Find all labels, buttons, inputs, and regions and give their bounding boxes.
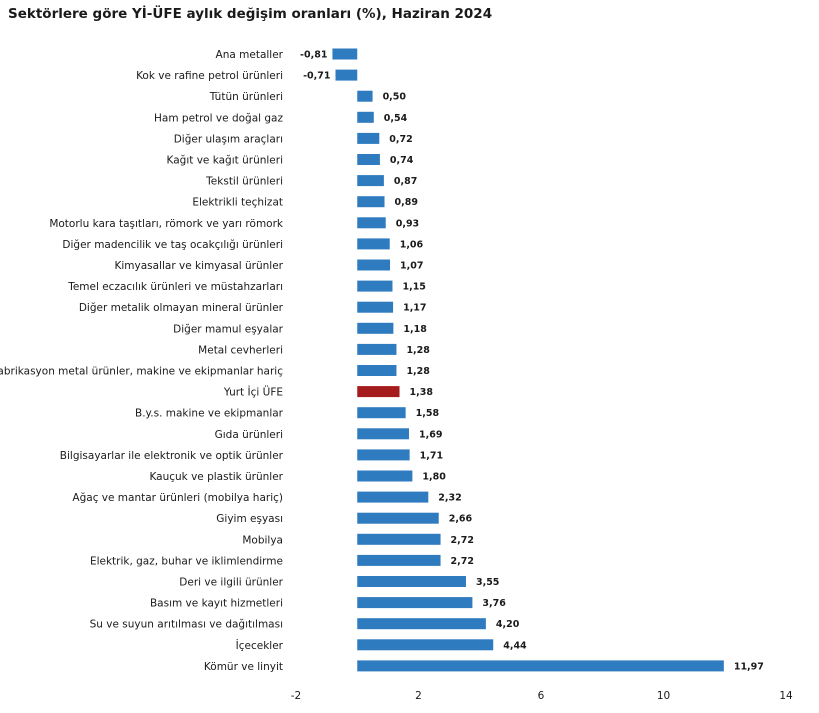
bar — [357, 512, 439, 524]
data-label: 3,76 — [482, 598, 506, 609]
category-label: Tekstil ürünleri — [205, 176, 283, 188]
bar — [357, 491, 429, 503]
data-label: 0,74 — [390, 155, 414, 166]
category-label: İçecekler — [236, 639, 284, 652]
category-label: Su ve suyun arıtılması ve dağıtılması — [90, 619, 283, 631]
category-label: Kauçuk ve plastik ürünler — [149, 471, 283, 483]
bar — [332, 48, 358, 60]
bar — [357, 154, 380, 165]
bar — [357, 470, 413, 482]
bar — [357, 90, 373, 102]
category-label: B.y.s. makine ve ekipmanlar — [135, 408, 284, 420]
data-label: 0,89 — [395, 197, 418, 208]
category-label: Diğer madencilik ve taş ocakçılığı ürünl… — [62, 239, 283, 251]
bar — [357, 365, 397, 376]
bar — [357, 554, 441, 566]
data-label: -0,71 — [303, 71, 330, 82]
data-label: 1,28 — [406, 345, 430, 356]
data-label: 1,06 — [400, 239, 424, 250]
data-label: 1,80 — [422, 472, 446, 483]
data-label: 0,54 — [384, 113, 408, 124]
category-label: Yurt İçi ÜFE — [223, 386, 283, 399]
data-label: 1,18 — [403, 324, 427, 335]
data-label: 0,93 — [396, 218, 419, 229]
bar — [357, 322, 394, 334]
bar — [335, 69, 358, 81]
category-label: Metal cevherleri — [198, 344, 283, 356]
data-label: 2,72 — [451, 556, 474, 567]
bar — [357, 618, 486, 630]
bar — [357, 175, 384, 187]
category-label: Mobilya — [242, 534, 283, 546]
bar — [357, 576, 466, 587]
data-label: 1,71 — [420, 450, 443, 461]
x-tick-label: 6 — [538, 690, 545, 702]
data-label: 1,07 — [400, 261, 423, 272]
category-label: Elektrikli teçhizat — [192, 197, 283, 209]
bar — [357, 111, 374, 123]
category-label: Kimyasallar ve kimyasal ürünler — [114, 260, 283, 272]
category-label: Fabrikasyon metal ürünler, makine ve eki… — [0, 366, 283, 378]
category-label: Bilgisayarlar ile elektronik ve optik ür… — [60, 450, 284, 462]
bar — [357, 280, 393, 292]
data-label: 11,97 — [734, 661, 764, 672]
x-tick-label: -2 — [291, 690, 301, 702]
category-label: Giyim eşyası — [216, 513, 283, 525]
bar — [357, 196, 385, 208]
x-tick-label: 2 — [415, 690, 422, 702]
data-label: 1,69 — [419, 429, 442, 440]
bar — [357, 597, 473, 609]
category-label: Gıda ürünleri — [215, 429, 283, 441]
data-label: 1,38 — [410, 387, 434, 398]
bar — [357, 238, 390, 250]
data-label: 4,44 — [503, 640, 527, 651]
bar — [357, 259, 391, 271]
bar — [357, 407, 406, 419]
data-label: 4,20 — [496, 619, 520, 630]
bar — [357, 301, 394, 313]
category-label: Diğer mamul eşyalar — [173, 323, 284, 335]
category-label: Kağıt ve kağıt ürünleri — [167, 155, 283, 167]
category-label: Temel eczacılık ürünleri ve müstahzarlar… — [67, 281, 283, 293]
category-label: Tütün ürünleri — [209, 91, 283, 103]
category-label: Ham petrol ve doğal gaz — [154, 112, 283, 124]
category-label: Kömür ve linyit — [204, 661, 283, 673]
data-label: 2,66 — [449, 514, 473, 525]
data-label: 1,58 — [416, 408, 440, 419]
category-label: Ana metaller — [216, 49, 284, 61]
category-label: Diğer metalik olmayan mineral ürünler — [79, 302, 284, 314]
category-label: Motorlu kara taşıtları, römork ve yarı r… — [49, 218, 284, 230]
chart-title: Sektörlere göre Yİ-ÜFE aylık değişim ora… — [8, 6, 493, 22]
bar — [357, 449, 410, 461]
category-label: Ağaç ve mantar ürünleri (mobilya hariç) — [72, 492, 283, 504]
data-label: 2,72 — [451, 535, 474, 546]
bar — [357, 343, 397, 355]
bar — [357, 639, 494, 651]
category-label: Basım ve kayıt hizmetleri — [150, 598, 283, 610]
bar — [357, 533, 441, 545]
category-label: Kok ve rafine petrol ürünleri — [136, 70, 283, 82]
category-label: Elektrik, gaz, buhar ve iklimlendirme — [90, 555, 283, 567]
bar — [357, 428, 410, 440]
data-label: 3,55 — [476, 577, 499, 588]
data-label: 0,87 — [394, 176, 417, 187]
bar — [357, 132, 380, 144]
data-label: 0,72 — [389, 134, 412, 145]
bar — [357, 660, 724, 672]
data-label: 1,15 — [402, 282, 425, 293]
category-label: Deri ve ilgili ürünler — [179, 577, 283, 589]
data-label: 2,32 — [438, 493, 461, 504]
category-label: Diğer ulaşım araçları — [174, 133, 283, 145]
bar — [357, 386, 400, 398]
data-label: 0,50 — [383, 92, 407, 103]
bar — [357, 217, 386, 229]
x-tick-label: 10 — [657, 690, 670, 702]
data-label: 1,17 — [403, 303, 426, 314]
x-tick-label: 14 — [779, 690, 793, 702]
data-label: -0,81 — [300, 50, 327, 61]
data-label: 1,28 — [406, 366, 430, 377]
